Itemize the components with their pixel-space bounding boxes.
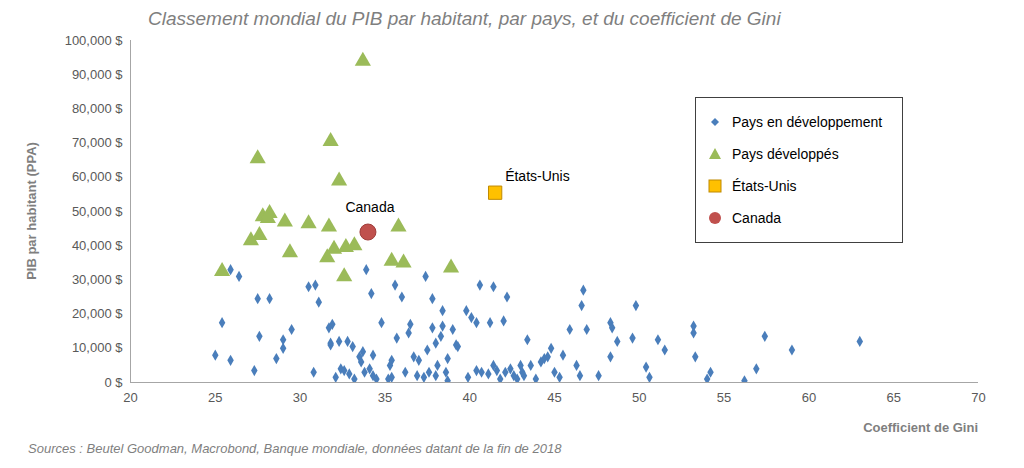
svg-text:20,000 $: 20,000 $	[72, 306, 123, 321]
html-text:Sources : Beutel Goodman, Macr: Sources : Beutel Goodman, Macrobond, Ban…	[28, 441, 562, 456]
svg-text:40: 40	[462, 390, 476, 405]
svg-text:100,000 $: 100,000 $	[65, 33, 124, 48]
svg-text:55: 55	[717, 390, 731, 405]
svg-text:0 $: 0 $	[104, 375, 123, 390]
svg-text:États-Unis: États-Unis	[505, 168, 570, 184]
html-text:Canada: Canada	[732, 210, 781, 226]
svg-text:80,000 $: 80,000 $	[72, 101, 123, 116]
html-text:États-Unis: États-Unis	[732, 178, 797, 194]
svg-text:Canada: Canada	[345, 199, 394, 215]
svg-text:70: 70	[971, 390, 985, 405]
svg-text:30,000 $: 30,000 $	[72, 272, 123, 287]
svg-text:50: 50	[632, 390, 646, 405]
svg-text:PIB par habitant (PPA): PIB par habitant (PPA)	[24, 142, 39, 280]
svg-text:40,000 $: 40,000 $	[72, 238, 123, 253]
svg-text:45: 45	[547, 390, 561, 405]
svg-text:Coefficient de Gini: Coefficient de Gini	[863, 420, 978, 435]
html-text:Classement mondial du PIB par: Classement mondial du PIB par habitant, …	[148, 8, 781, 29]
svg-text:90,000 $: 90,000 $	[72, 67, 123, 82]
svg-text:30: 30	[293, 390, 307, 405]
html-text:Pays en développement: Pays en développement	[732, 114, 883, 130]
svg-text:60,000 $: 60,000 $	[72, 169, 123, 184]
svg-text:60: 60	[802, 390, 816, 405]
svg-text:20: 20	[123, 390, 137, 405]
svg-text:35: 35	[378, 390, 392, 405]
svg-text:25: 25	[208, 390, 222, 405]
svg-text:70,000 $: 70,000 $	[72, 135, 123, 150]
html-text:Pays développés: Pays développés	[732, 146, 839, 162]
svg-text:10,000 $: 10,000 $	[72, 340, 123, 355]
svg-text:50,000 $: 50,000 $	[72, 204, 123, 219]
svg-text:65: 65	[886, 390, 900, 405]
